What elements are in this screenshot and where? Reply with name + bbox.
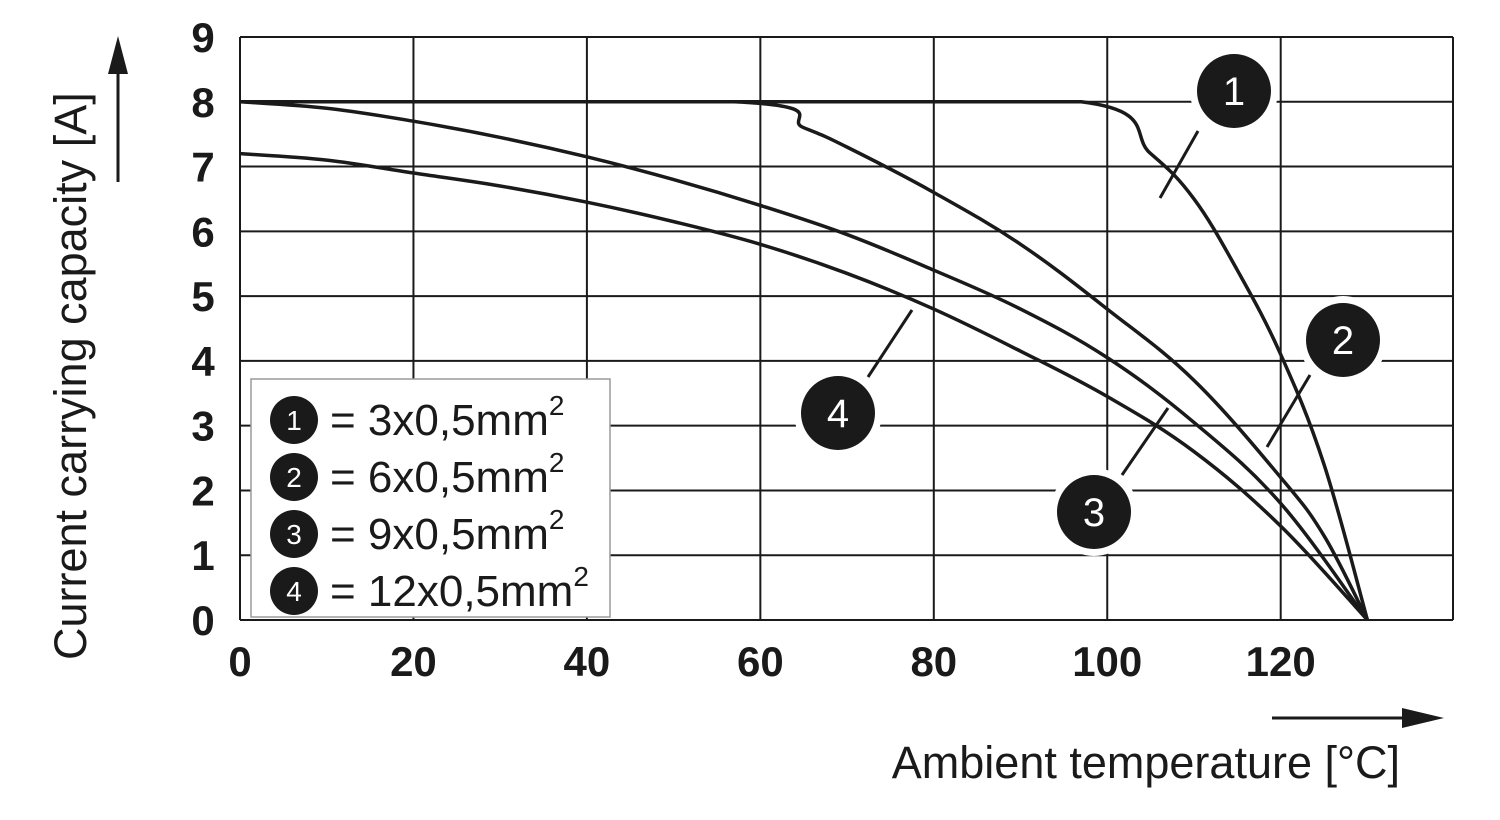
legend-badge [270,567,318,615]
y-axis-title-group: Current carrying capacity [A] [45,36,128,660]
legend-label-superscript: 2 [549,504,565,535]
callout-3: 3 [1050,407,1170,556]
series-callouts: 1 2 3 4 [794,47,1387,556]
x-tick-label: 0 [228,638,251,685]
callout-badge [1057,475,1131,549]
legend-label: = 3x0,5mm2 [330,390,564,445]
legend-entry-4: 4 = 12x0,5mm2 [270,561,589,616]
callout-badge-label: 1 [1223,70,1245,114]
x-axis-title-group: Ambient temperature [°C] [892,708,1444,788]
legend-label-superscript: 2 [549,390,565,421]
callout-badge [1197,54,1271,128]
y-tick-label: 8 [191,79,214,126]
y-axis-arrow-head [108,36,128,74]
callout-badge-label: 4 [827,392,849,436]
legend-badge [270,510,318,558]
y-axis-title: Current carrying capacity [A] [45,92,96,660]
x-tick-label: 60 [737,638,784,685]
series-line-3 [239,100,1369,622]
y-tick-label: 6 [191,208,214,255]
y-tick-label: 9 [191,14,214,61]
y-tick-label: 0 [191,597,214,644]
callout-leader-line [1120,407,1170,476]
legend-badge-label: 2 [286,462,302,493]
series-line-1 [240,100,1370,621]
x-tick-label: 100 [1072,638,1142,685]
legend-label: = 9x0,5mm2 [330,504,564,559]
y-tick-label: 1 [191,532,214,579]
legend-label-superscript: 2 [573,561,589,592]
x-tick-label: 40 [564,638,611,685]
legend-badge [270,453,318,501]
legend-badge-label: 3 [286,519,302,550]
legend-badge [270,396,318,444]
x-axis-arrow-head [1402,708,1444,728]
tick-labels: 0 20 40 60 80 100 120 0 1 2 3 4 5 6 7 8 9 [191,14,1315,685]
callout-badge [801,376,875,450]
y-tick-label: 3 [191,403,214,450]
series-lines [239,100,1370,622]
callout-badge-label: 2 [1332,319,1354,363]
series-line-2 [240,100,1369,621]
x-tick-label: 20 [390,638,437,685]
legend-badge-label: 4 [286,576,302,607]
y-tick-label: 7 [191,144,214,191]
callout-leader-line [1158,130,1200,199]
legend-label: = 12x0,5mm2 [330,561,589,616]
callout-leader-line [866,309,914,378]
y-tick-label: 2 [191,467,214,514]
legend-label-superscript: 2 [549,447,565,478]
legend-badge-label: 1 [286,405,302,436]
callout-4: 4 [794,309,914,457]
legend-entry-3: 3 = 9x0,5mm2 [270,504,564,559]
callout-2: 2 [1265,296,1387,448]
y-tick-label: 5 [191,273,214,320]
y-tick-label: 4 [191,338,215,385]
callout-1: 1 [1158,47,1278,199]
series-line-4 [239,151,1369,622]
x-axis-title: Ambient temperature [°C] [892,737,1400,788]
legend-entry-2: 2 = 6x0,5mm2 [270,447,564,502]
callout-leader-line [1265,374,1312,448]
callout-badge-label: 3 [1083,491,1105,535]
callout-badge [1306,303,1380,377]
x-tick-label: 80 [910,638,957,685]
x-tick-label: 120 [1246,638,1316,685]
legend-label: = 6x0,5mm2 [330,447,564,502]
legend-entry-1: 1 = 3x0,5mm2 [270,390,564,445]
